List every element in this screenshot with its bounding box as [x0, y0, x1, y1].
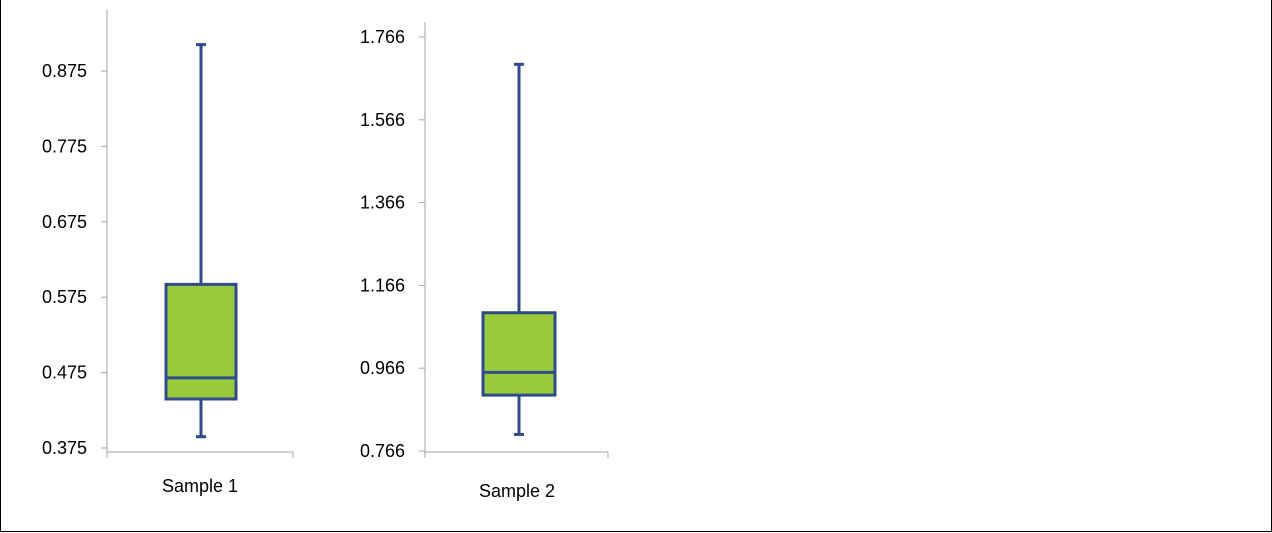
y-tick-label: 1.766 — [360, 27, 405, 47]
iqr-box — [481, 311, 557, 397]
y-tick-label: 0.775 — [42, 136, 87, 156]
y-tick-label: 0.475 — [42, 363, 87, 383]
boxplot-sample-1: 0.375 0.475 0.575 0.675 0.775 0.875 Sample 1 — [42, 10, 294, 496]
y-tick-label: 0.766 — [360, 441, 405, 461]
y-tick-label: 1.566 — [360, 110, 405, 130]
y-tick-label: 0.575 — [42, 287, 87, 307]
y-tick-label: 1.366 — [360, 193, 405, 213]
iqr-box — [164, 282, 238, 401]
y-tick-label: 1.166 — [360, 275, 405, 295]
y-tick-label: 0.675 — [42, 212, 87, 232]
y-tick-label: 0.966 — [360, 358, 405, 378]
y-tick-label: 0.375 — [42, 438, 87, 458]
category-label: Sample 2 — [479, 481, 555, 501]
category-label: Sample 1 — [162, 476, 238, 496]
y-tick-label: 0.875 — [42, 61, 87, 81]
boxplot-sample-2: 0.766 0.966 1.166 1.366 1.566 1.766 Sample 2 — [360, 22, 609, 501]
